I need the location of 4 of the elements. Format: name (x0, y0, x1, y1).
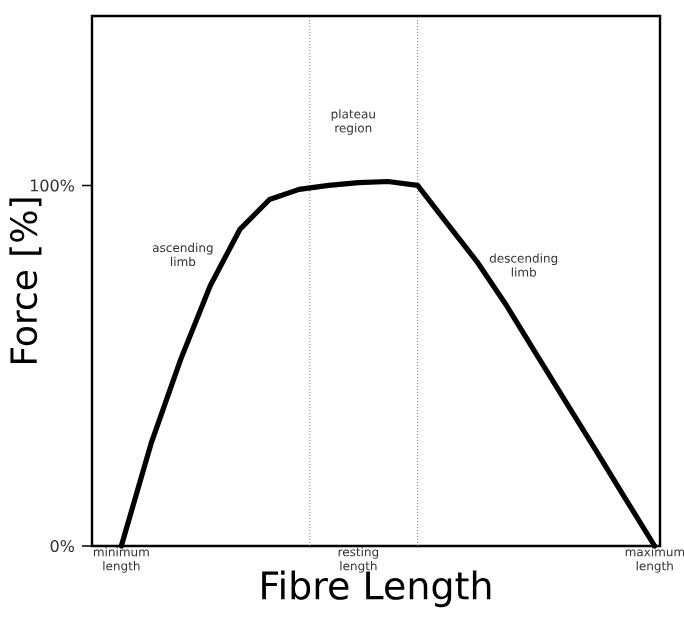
y-axis-title: Force [%] (9, 198, 42, 364)
y-tick-label: 0% (50, 539, 75, 553)
y-tick-label: 100% (30, 179, 75, 192)
x-axis-title: Fibre Length (262, 570, 491, 608)
